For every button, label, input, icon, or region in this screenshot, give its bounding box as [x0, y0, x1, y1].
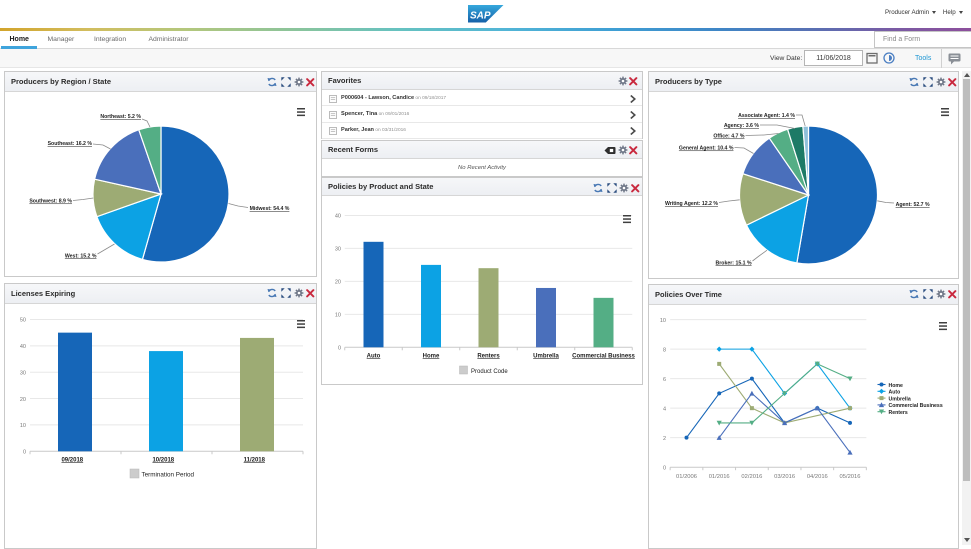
svg-text:SAP: SAP	[470, 11, 491, 22]
svg-text:10: 10	[20, 423, 26, 429]
svg-text:30: 30	[20, 370, 26, 376]
svg-text:Midwest: 54.4 %: Midwest: 54.4 %	[250, 206, 290, 212]
svg-text:8: 8	[663, 347, 666, 353]
svg-text:01/2016: 01/2016	[709, 474, 730, 480]
svg-text:Product Code: Product Code	[471, 369, 508, 375]
svg-text:10: 10	[660, 318, 666, 324]
svg-text:Umbrella: Umbrella	[533, 353, 559, 359]
svg-text:2: 2	[663, 436, 666, 442]
svg-text:Home: Home	[889, 383, 904, 389]
svg-text:Southeast: 16.2 %: Southeast: 16.2 %	[48, 141, 93, 147]
svg-text:40: 40	[335, 213, 341, 219]
svg-text:30: 30	[335, 246, 341, 252]
svg-text:6: 6	[663, 377, 666, 383]
svg-text:05/2016: 05/2016	[840, 474, 861, 480]
svg-text:Renters: Renters	[477, 353, 500, 359]
svg-text:Southwest: 8.9 %: Southwest: 8.9 %	[29, 199, 72, 205]
svg-text:Termination Period: Termination Period	[142, 472, 195, 479]
svg-text:0: 0	[338, 345, 341, 351]
svg-text:Associate Agent: 1.4 %: Associate Agent: 1.4 %	[738, 113, 795, 119]
svg-text:09/2018: 09/2018	[61, 457, 83, 463]
svg-text:50: 50	[20, 318, 26, 324]
svg-text:Commercial Business: Commercial Business	[572, 353, 635, 359]
svg-text:Home: Home	[423, 353, 440, 359]
svg-text:Agency: 3.6 %: Agency: 3.6 %	[724, 123, 760, 129]
svg-text:Broker: 15.1 %: Broker: 15.1 %	[716, 260, 752, 266]
svg-text:03/2016: 03/2016	[774, 474, 795, 480]
svg-text:04/2016: 04/2016	[807, 474, 828, 480]
svg-text:Auto: Auto	[367, 353, 381, 359]
svg-text:Northeast: 5.2 %: Northeast: 5.2 %	[100, 114, 141, 120]
svg-text:20: 20	[335, 279, 341, 285]
svg-text:West: 15.2 %: West: 15.2 %	[65, 253, 97, 259]
svg-text:11/2018: 11/2018	[244, 457, 266, 463]
svg-text:Renters: Renters	[889, 410, 908, 416]
svg-text:10: 10	[335, 312, 341, 318]
svg-text:20: 20	[20, 397, 26, 403]
svg-text:0: 0	[663, 465, 666, 471]
svg-text:Agent: 52.7 %: Agent: 52.7 %	[896, 202, 930, 208]
svg-text:10/2018: 10/2018	[152, 457, 174, 463]
svg-text:0: 0	[23, 450, 26, 456]
svg-text:Office: 4.7 %: Office: 4.7 %	[713, 134, 745, 140]
svg-text:02/2016: 02/2016	[741, 474, 762, 480]
svg-text:40: 40	[20, 344, 26, 350]
svg-text:4: 4	[663, 406, 666, 412]
svg-text:Umbrella: Umbrella	[889, 396, 911, 402]
svg-text:Auto: Auto	[889, 390, 901, 396]
svg-text:01/2006: 01/2006	[676, 474, 697, 480]
svg-text:Commercial Business: Commercial Business	[889, 403, 943, 409]
svg-text:General Agent: 10.4 %: General Agent: 10.4 %	[679, 146, 734, 152]
svg-text:Writing Agent: 12.2 %: Writing Agent: 12.2 %	[665, 201, 718, 207]
